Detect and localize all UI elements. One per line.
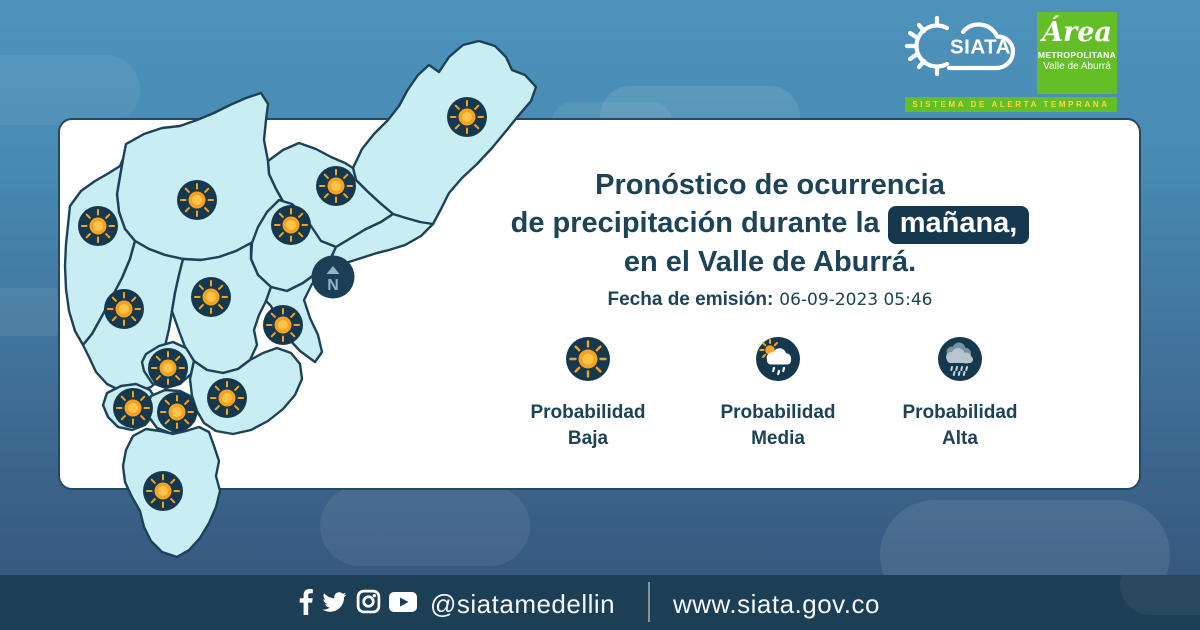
legend-label-line2: Media [751,428,805,449]
footer-divider [648,582,650,622]
area-logo-script: Área [1042,17,1112,48]
sun-marker-icon [206,377,248,419]
emission-date-label: Fecha de emisión: [607,288,774,310]
legend-item-media: Probabilidad Media [678,336,878,452]
social-icons-row [298,588,417,615]
background-cloud [320,486,530,566]
siata-sun-circle-icon [914,23,950,69]
sun-marker-icon [315,165,357,207]
facebook-icon[interactable] [298,588,313,615]
north-compass: N [311,255,355,299]
legend-label-line1: Probabilidad [902,402,1018,423]
sun-marker-icon [446,96,488,138]
tagline-bar: SISTEMA DE ALERTA TEMPRANA [905,97,1117,112]
highlight-badge: mañana, [887,206,1030,244]
siata-logo-text: SIATA [950,36,1011,59]
emission-date-value: 06-09-2023 05:46 [779,289,933,310]
sun-marker-icon [142,470,184,512]
legend-label-line2: Alta [942,428,978,449]
sun-marker-icon [270,204,312,246]
legend-item-baja: Probabilidad Baja [488,336,688,452]
legend-item-alta: Probabilidad Alta [860,336,1060,452]
siata-logo: SIATA [904,15,1016,77]
siata-cloud-icon [946,22,1016,71]
social-handle[interactable]: @siatamedellin [430,589,616,619]
title-line-2-text: de precipitación durante la [510,207,880,239]
north-arrow-icon [326,266,340,274]
instagram-icon[interactable] [356,589,381,614]
sun-marker-icon [262,304,304,346]
legend-label-line2: Baja [567,428,609,449]
background-cloud [0,55,140,125]
youtube-icon[interactable] [389,591,417,612]
sun-marker-icon [77,205,119,247]
compass-label: N [327,277,339,294]
emission-date-row: Fecha de emisión: 06-09-2023 05:46 [415,289,1125,311]
website-link[interactable]: www.siata.gov.co [673,589,880,619]
forecast-title-block: Pronóstico de ocurrencia de precipitació… [415,168,1125,311]
legend-label-line1: Probabilidad [720,402,836,423]
area-logo-name: METROPOLITANA [1037,50,1117,60]
municipality-shape [264,212,435,364]
twitter-icon[interactable] [321,590,348,614]
sun-marker-icon [176,179,218,221]
sun-marker-icon [112,387,154,429]
legend-label-line1: Probabilidad [530,402,646,423]
rain-cloud-icon [938,337,982,381]
footer-cloud [1120,575,1200,615]
sun-rain-icon [756,337,800,381]
sun-icon [566,337,610,381]
title-line-1: Pronóstico de ocurrencia [595,169,945,201]
title-line-2: de precipitación durante la mañana, [415,203,1125,244]
footer-bar: @siatamedellin www.siata.gov.co [0,575,1200,630]
sun-marker-icon [156,391,198,433]
municipality-shape [351,39,538,232]
sun-marker-icon [147,347,189,389]
sun-marker-icon [190,276,232,318]
title-line-3: en el Valle de Aburrá. [623,245,917,278]
area-metropolitana-logo: Área METROPOLITANA Valle de Aburrá [1037,12,1117,94]
valle-de-aburra-map: N [63,39,538,559]
area-logo-region: Valle de Aburrá [1043,61,1111,72]
sun-marker-icon [103,288,145,330]
